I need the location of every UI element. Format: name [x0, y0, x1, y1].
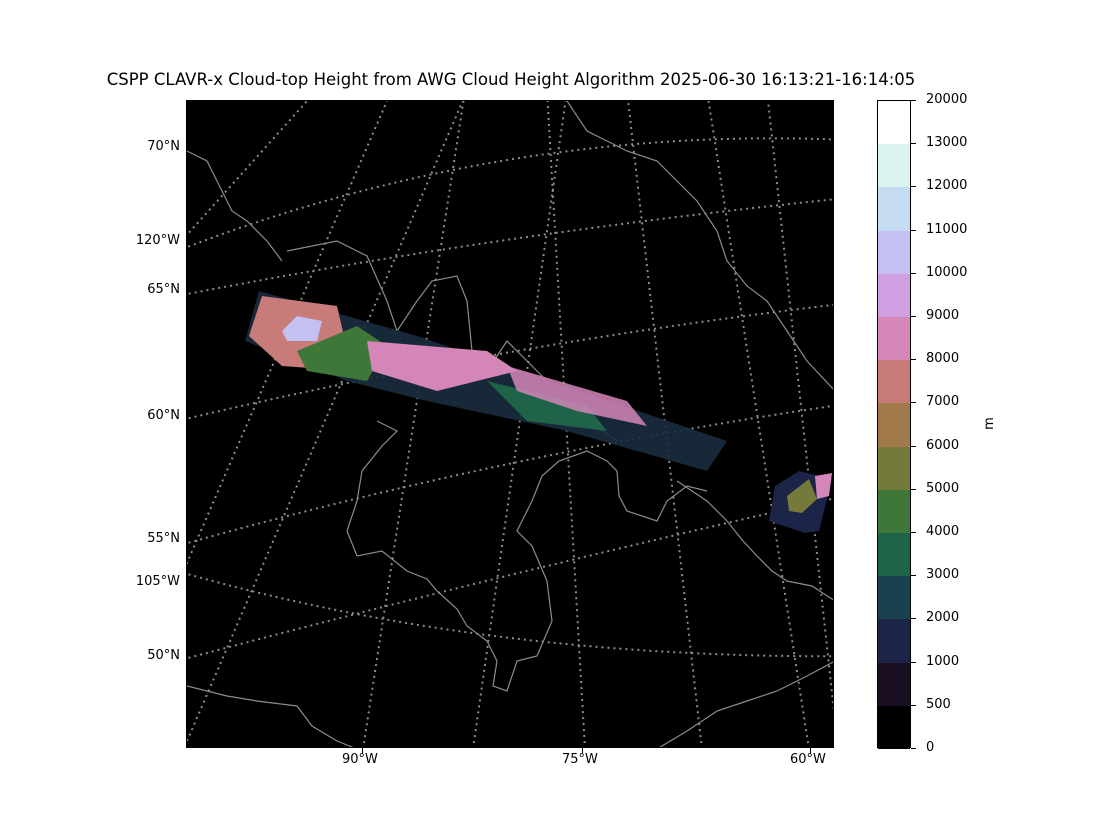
colorbar-segment	[878, 144, 910, 188]
lon-label-75w: 75°W	[562, 752, 598, 767]
parallel-50n	[187, 497, 833, 660]
lon-label-60w: 60°W	[790, 752, 826, 767]
colorbar-tick-label: 9000	[926, 308, 960, 323]
colorbar-tick	[911, 748, 916, 749]
colorbar-tick-label: 500	[926, 696, 951, 712]
cloud-height-swath	[245, 291, 832, 533]
parallel-65n	[187, 198, 833, 296]
colorbar-tick-label: 20000	[926, 92, 968, 107]
colorbar-tick	[911, 100, 916, 101]
lon-label-120w: 120°W	[135, 233, 180, 248]
colorbar-tick-label: 2000	[926, 610, 960, 626]
coastline-baffin	[566, 101, 833, 390]
colorbar-tick-label: 6000	[926, 437, 960, 453]
colorbar-segment	[878, 446, 910, 491]
colorbar	[877, 100, 911, 750]
tick-75w	[582, 748, 583, 753]
colorbar-tick	[911, 359, 916, 361]
colorbar-segment	[878, 619, 910, 664]
colorbar-segment	[878, 576, 910, 620]
swath-mid-teal	[487, 381, 607, 431]
colorbar-segment	[878, 662, 910, 707]
colorbar-tick	[911, 575, 916, 577]
lat-label-60n: 60°N	[147, 408, 180, 423]
map-canvas	[187, 101, 833, 747]
colorbar-tick-label: 1000	[926, 653, 960, 669]
coastline-southern	[187, 685, 354, 747]
colorbar-segment	[878, 533, 910, 577]
colorbar-tick	[911, 532, 916, 533]
colorbar-segment	[878, 705, 910, 750]
colorbar-tick	[911, 402, 916, 404]
coastline-hudson-bay	[346, 420, 708, 692]
colorbar-tick	[911, 229, 916, 231]
parallel-60n	[187, 303, 833, 420]
swath-pink-east	[507, 366, 647, 426]
colorbar-tick	[911, 186, 916, 188]
colorbar-segment	[878, 273, 910, 318]
colorbar-tick-label: 12000	[926, 178, 968, 194]
meridian-75w	[546, 101, 586, 747]
meridian-90w	[362, 101, 465, 747]
lon-label-105w: 105°W	[135, 574, 180, 589]
colorbar-tick-label: 10000	[926, 264, 968, 280]
coastline-gulf-st-lawrence	[659, 661, 833, 747]
colorbar-tick-label: 7000	[926, 394, 960, 410]
lon-label-90w: 90°W	[342, 752, 378, 767]
colorbar-tick-label: 3000	[926, 567, 960, 583]
swath-east-olive	[787, 479, 817, 513]
colorbar-tick	[911, 316, 916, 317]
swath-mid-green	[297, 326, 387, 381]
tick-60w	[810, 748, 811, 753]
colorbar-segment	[878, 489, 910, 534]
lat-label-55n: 55°N	[147, 531, 180, 546]
colorbar-segment	[878, 403, 910, 448]
colorbar-tick-label: 5000	[926, 480, 960, 496]
coastline-labrador	[676, 480, 833, 601]
meridian-97w	[187, 101, 464, 742]
colorbar-tick-label: 4000	[926, 524, 960, 539]
lat-label-70n: 70°N	[147, 139, 180, 154]
graticule-lines	[187, 101, 833, 747]
parallel-45n	[187, 572, 833, 658]
meridian-52w	[767, 101, 833, 712]
swath-pink-band	[367, 341, 517, 391]
colorbar-tick	[911, 661, 916, 663]
chart-title: CSPP CLAVR-x Cloud-top Height from AWG C…	[106, 70, 916, 89]
swath-very-high-west	[282, 316, 322, 341]
colorbar-tick	[911, 272, 916, 274]
parallel-55n	[187, 404, 833, 545]
meridian-82w	[472, 101, 567, 747]
parallel-70n	[187, 137, 833, 249]
colorbar-segment	[878, 101, 910, 145]
colorbar-tick	[911, 143, 916, 145]
colorbar-segment	[878, 317, 910, 361]
lat-label-65n: 65°N	[147, 282, 180, 297]
colorbar-tick	[911, 488, 916, 490]
colorbar-segment	[878, 187, 910, 232]
colorbar-segment	[878, 230, 910, 275]
colorbar-tick-label: 11000	[926, 221, 968, 237]
coastlines	[187, 101, 833, 747]
colorbar-tick	[911, 618, 916, 620]
colorbar-tick-label: 8000	[926, 351, 960, 367]
coastline-west-arctic	[187, 150, 283, 262]
tick-90w	[362, 748, 363, 753]
colorbar-tick-label: 13000	[926, 135, 968, 151]
map-panel[interactable]	[186, 100, 834, 748]
colorbar-tick	[911, 445, 916, 447]
colorbar-segment	[878, 360, 910, 404]
meridian-60w	[707, 101, 810, 747]
colorbar-tick-label: 0	[926, 740, 935, 755]
swath-east-pink	[815, 473, 832, 499]
colorbar-unit-label: m	[981, 417, 997, 430]
meridian-120w	[187, 101, 308, 237]
lat-label-50n: 50°N	[147, 648, 180, 663]
colorbar-tick	[911, 704, 916, 706]
